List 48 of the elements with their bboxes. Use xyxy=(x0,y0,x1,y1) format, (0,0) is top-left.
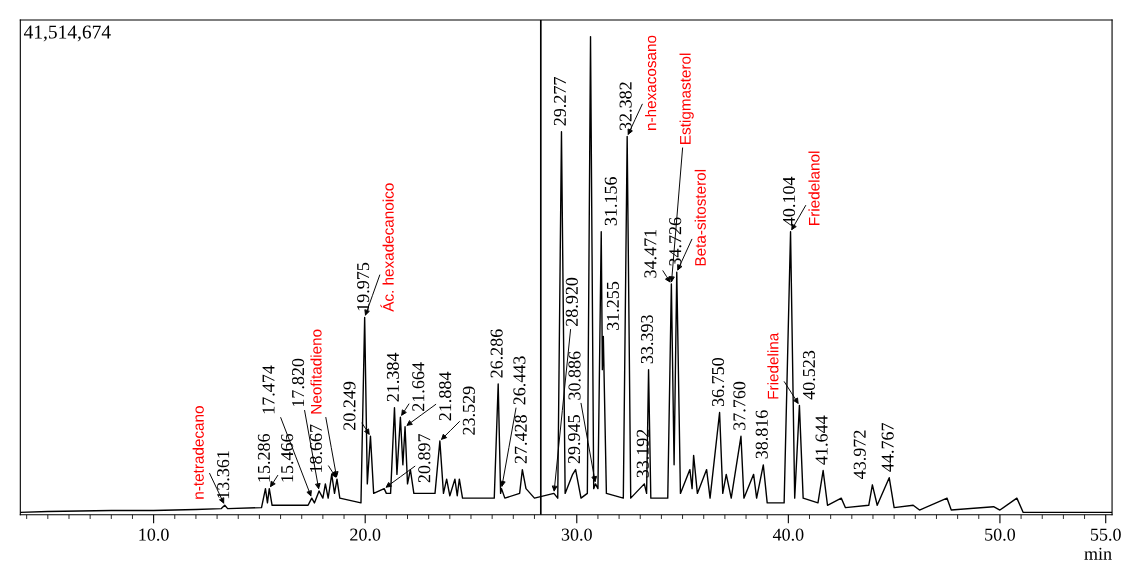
annotation: 38.816 xyxy=(755,410,768,459)
annotation: 21.384 xyxy=(386,352,400,402)
x-tick-label: 20.0 xyxy=(350,528,381,541)
annotation: 31.255 xyxy=(606,281,620,330)
annotation: 44.767 xyxy=(881,423,894,472)
annotation: 29.945 xyxy=(567,415,581,464)
annotation: Ác. hexadecanoico xyxy=(380,183,394,312)
x-tick-label: 10.0 xyxy=(139,528,169,541)
annotation: 20.249 xyxy=(343,381,356,430)
annotation: n-tetradecano xyxy=(192,406,204,499)
annotation: 15.466 xyxy=(281,433,294,482)
annotation: 29.277 xyxy=(553,77,567,126)
annotation: 31.156 xyxy=(604,177,617,226)
annotation: 15.286 xyxy=(257,433,271,482)
annotation: Friedelanol xyxy=(808,151,820,225)
annotation: 40.104 xyxy=(782,176,796,226)
x-tick-label: 50.0 xyxy=(985,528,1016,541)
annotation: 26.286 xyxy=(490,329,503,378)
annotation: 43.972 xyxy=(853,430,866,479)
annotation: 36.750 xyxy=(711,357,725,407)
annotation: 34.471 xyxy=(644,229,657,278)
annotation: 21.664 xyxy=(412,362,425,411)
annotation: 21.884 xyxy=(439,371,452,421)
annotation: 32.382 xyxy=(619,82,632,131)
annotation: 30.886 xyxy=(568,351,581,400)
annotation: Beta-sitosterol xyxy=(694,169,706,266)
x-tick-label: 55.0 xyxy=(1090,528,1121,541)
annotation: 27.428 xyxy=(514,415,527,464)
annotation: 17.474 xyxy=(262,365,275,414)
annotation: n-hexacosano xyxy=(645,35,657,130)
annotation: 41,514,674 xyxy=(23,25,111,42)
annotation: 20.897 xyxy=(418,433,431,483)
annotation: Friedelina xyxy=(767,332,779,399)
x-tick-label: 30.0 xyxy=(561,528,592,541)
annotation: 34.726 xyxy=(669,217,682,266)
annotation: Neofitadieno xyxy=(310,329,322,414)
annotation: 18.667 xyxy=(309,424,323,472)
annotation: Estigmasterol xyxy=(679,53,694,144)
annotation: 26.443 xyxy=(513,356,526,405)
x-tick-label: 40.0 xyxy=(772,528,804,541)
annotation: 33.393 xyxy=(640,315,654,364)
annotation: 37.760 xyxy=(733,381,746,430)
x-axis-title: min xyxy=(1084,547,1112,560)
annotation: 17.820 xyxy=(291,358,305,407)
annotation: 28.920 xyxy=(565,277,578,326)
annotation: 41.644 xyxy=(815,415,828,465)
annotation: 40.523 xyxy=(802,350,816,400)
annotation: 23.529 xyxy=(462,386,476,435)
